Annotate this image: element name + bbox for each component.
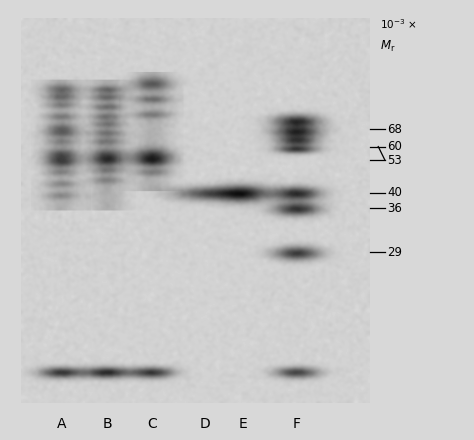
Text: $10^{-3}$ ×: $10^{-3}$ × xyxy=(380,18,417,31)
Text: 68: 68 xyxy=(387,123,402,136)
Text: $M_{\rm r}$: $M_{\rm r}$ xyxy=(380,39,396,54)
Text: 40: 40 xyxy=(387,186,402,199)
Text: 60: 60 xyxy=(387,140,402,153)
Text: A: A xyxy=(57,417,67,431)
Text: F: F xyxy=(293,417,301,431)
Text: D: D xyxy=(200,417,210,431)
Text: C: C xyxy=(147,417,157,431)
Text: E: E xyxy=(239,417,247,431)
Text: 29: 29 xyxy=(387,246,402,259)
Text: 53: 53 xyxy=(387,154,402,167)
Text: B: B xyxy=(102,417,112,431)
Text: 36: 36 xyxy=(387,202,402,215)
